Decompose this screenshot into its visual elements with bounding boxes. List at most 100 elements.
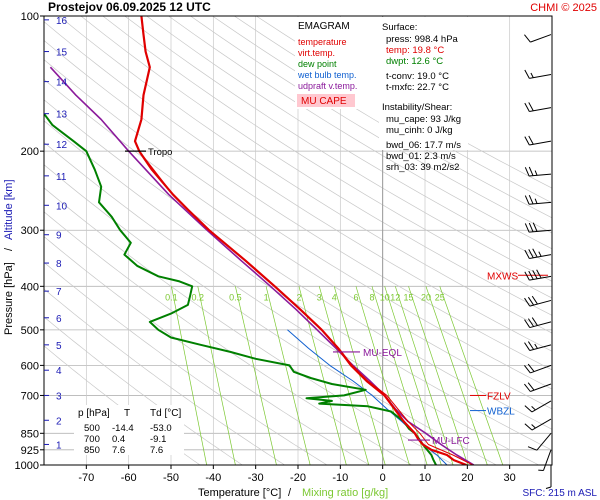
wind-barb-flag [524,297,531,307]
level-table-cell: 500 [84,423,100,434]
wind-barb-flag [524,249,530,259]
wind-barb [524,418,552,431]
dry-adiabat-line [58,16,552,334]
level-table-cell: -9.1 [150,434,166,445]
altitude-tick-label: 16 [56,16,68,27]
wind-barb-flag [527,363,535,372]
wind-barb-flag [524,167,530,177]
y-tick-label: 850 [21,428,39,440]
wind-barb [524,248,552,259]
level-markers: Tropo MU-EQL MU-LFC MXWS FZLV WBZL [125,147,548,447]
wind-barb [524,317,552,329]
dry-adiabat-line [44,120,552,451]
altitude-tick-label: 14 [56,78,68,89]
mixing-ratio-line [394,286,454,465]
altitude-tick-label: 3 [56,391,62,402]
mixing-ratio-label: 8 [369,292,374,302]
wind-barb-flag [524,319,531,328]
legend-heading: EMAGRAM [298,21,350,32]
instability-heading: Instability/Shear: [382,102,452,113]
y-tick-label: 700 [21,390,39,402]
dry-adiabat-line [44,164,497,465]
dry-adiabat-line [80,16,552,316]
wind-barb-flag [527,318,535,327]
wind-barb-flag [528,249,534,258]
mixing-ratio-label: 12 [390,292,400,302]
surface-value: dwpt: 12.6 °C [386,56,443,67]
dry-adiabat-line [146,16,552,266]
wind-barb [527,432,552,451]
legend-item-label: virt.temp. [298,48,335,58]
altitude-tick-label: 15 [56,48,68,59]
wind-barb-half-flag [534,198,538,204]
legend-item-label: udpraft v.temp. [298,81,357,91]
wind-barb-flag [528,194,534,205]
level-table-cell: -53.0 [150,423,172,434]
mixing-ratio-label: 25 [435,292,445,302]
y-tick-label: 500 [21,325,39,337]
y-axis-secondary-label: Altitude [km] [3,179,15,240]
wind-barb [524,194,552,205]
series-line-temperature [133,16,467,465]
surface-value: temp: 19.8 °C [386,45,444,56]
dry-adiabat-line [44,288,285,465]
dry-adiabat-line [168,16,552,250]
wind-barb-flag [524,69,530,79]
wind-barb-flag [532,270,538,279]
wind-barb-flag [524,383,531,392]
y-axis-label: Pressure [hPa] [3,262,15,335]
wind-barb-flag [531,295,538,305]
mixing-ratio-line [355,286,410,465]
wind-barb-half-flag [531,405,536,411]
y-tick-label: 300 [21,225,39,237]
surface-heading: Surface: [382,22,417,33]
mixing-ratio-label: 0.2 [192,292,205,302]
mixing-ratio-label: 0.5 [229,292,242,302]
mixing-ratio-label: 6 [353,292,358,302]
level-table-cell: 7.6 [150,445,163,456]
legend-item-label: wet bulb temp. [297,70,357,80]
wind-barb-half-flag [534,170,538,176]
x-tick-label: 10 [419,472,431,484]
wind-barb-flag [536,269,542,279]
wind-barb [524,135,552,146]
surface-value: press: 998.4 hPa [386,34,459,45]
dry-adiabat-line [44,261,328,465]
dry-adiabat-line [124,16,552,282]
dry-adiabat-line [44,78,552,410]
wind-barb-half-flag [531,424,536,429]
altitude-tick-label: 5 [56,341,62,352]
wind-barb [524,166,552,177]
tropopause-label: Tropo [148,147,172,158]
mixing-ratio-label: 2 [296,292,301,302]
wind-barb [524,382,552,392]
altitude-tick-label: 10 [56,201,68,212]
wind-barb-flag [524,342,531,351]
dry-adiabat-line [44,236,370,465]
altitude-tick-label: 2 [56,416,62,427]
level-table-header: p [hPa] [78,408,110,419]
wind-barb-staff [536,432,552,451]
level-table-background [74,405,184,455]
wind-barb-flag [528,135,534,145]
x-tick-label: -70 [78,472,94,484]
wind-barb-flag [524,223,530,233]
wind-barbs [524,34,552,489]
x-tick-label: 30 [504,472,516,484]
y-tick-label: 100 [21,11,39,23]
wind-barb-flag [524,271,530,281]
surface-value: t-mxfc: 22.7 °C [386,82,449,93]
wind-barb [524,34,552,43]
wind-barb-flag [527,296,535,306]
legend-item-label: temperature [298,37,347,47]
surface-value: t-conv: 19.0 °C [386,71,449,82]
mixing-ratio-line [197,286,236,465]
dry-adiabat-line [102,16,552,299]
wind-barb [524,363,552,374]
mixing-ratio-line [408,286,469,465]
mixing-ratio-line [235,286,277,465]
